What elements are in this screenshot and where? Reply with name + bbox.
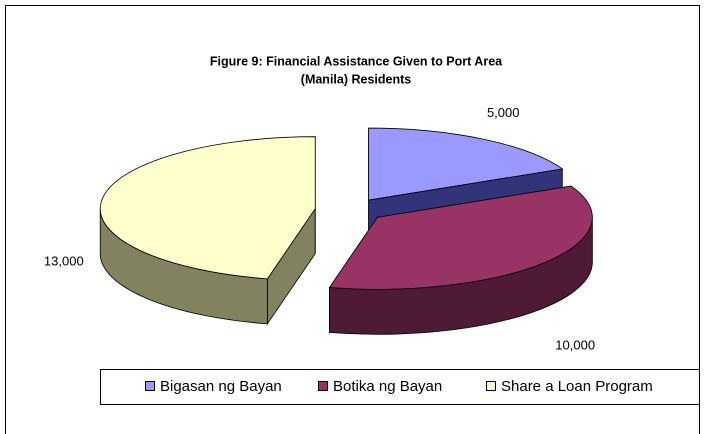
legend-label: Bigasan ng Bayan (160, 378, 282, 395)
legend-swatch (486, 381, 496, 391)
chart-title: Figure 9: Financial Assistance Given to … (210, 54, 503, 68)
slice (368, 127, 564, 201)
legend-label: Botika ng Bayan (333, 378, 442, 395)
chart-title: (Manila) Residents (301, 72, 411, 86)
chart-border (5, 5, 700, 434)
legend-swatch (145, 381, 155, 391)
data-label: 10,000 (555, 337, 595, 352)
data-label: 5,000 (487, 105, 520, 120)
slice (99, 136, 316, 280)
slice (328, 185, 593, 290)
legend-label: Share a Loan Program (501, 378, 653, 395)
legend-box (100, 369, 700, 405)
data-label: 13,000 (44, 254, 84, 269)
legend-swatch (318, 381, 328, 391)
